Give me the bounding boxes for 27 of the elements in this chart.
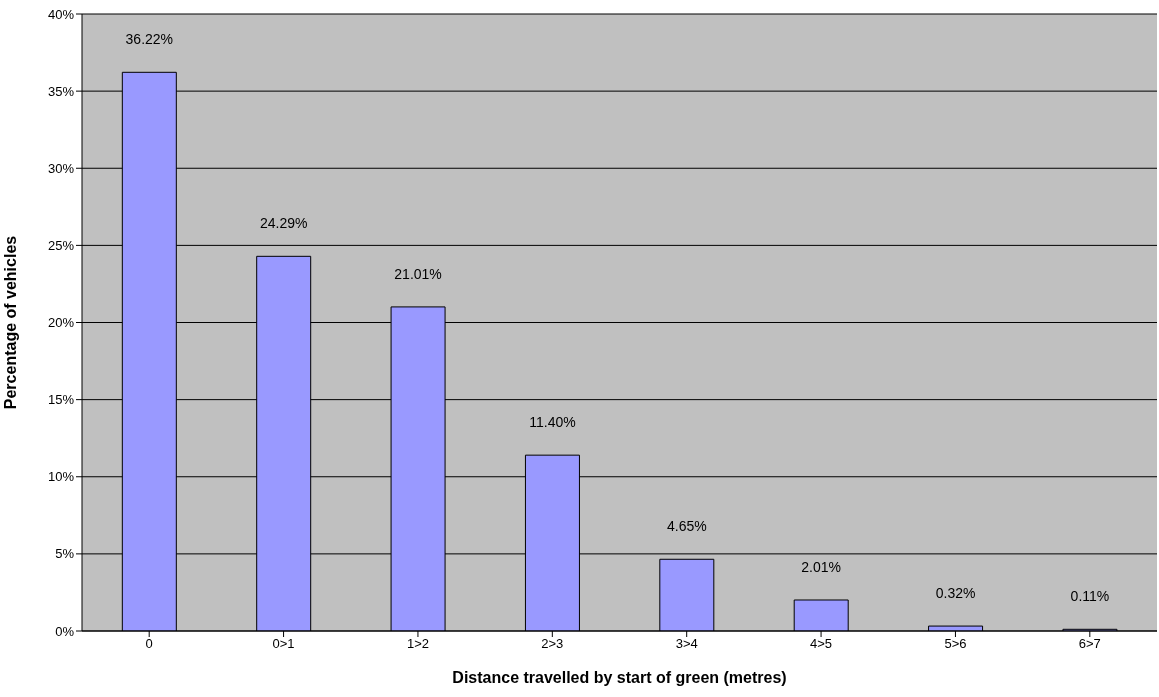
data-label: 4.65% xyxy=(666,518,707,535)
y-tick-label: 25% xyxy=(47,237,75,253)
data-label: 24.29% xyxy=(259,215,308,232)
x-tick-label: 4>5 xyxy=(810,636,833,652)
data-label: 0.11% xyxy=(1070,588,1110,605)
x-axis-title: Distance travelled by start of green (metres) xyxy=(452,669,787,686)
data-label: 0.32% xyxy=(935,585,976,602)
x-tick-label: 3>4 xyxy=(675,636,698,652)
x-tick-label: 2>3 xyxy=(541,636,564,652)
y-tick-label: 15% xyxy=(47,392,75,408)
data-label: 21.01% xyxy=(394,265,442,282)
data-label: 36.22% xyxy=(125,31,174,48)
x-tick-label: 0 xyxy=(145,636,153,652)
y-tick-label: 35% xyxy=(47,83,75,99)
y-axis-title: Percentage of vehicles xyxy=(1,235,19,410)
data-label: 2.01% xyxy=(801,559,842,575)
x-tick-label: 6>7 xyxy=(1078,636,1101,652)
y-tick-label: 20% xyxy=(47,315,75,331)
data-label: 11.40% xyxy=(529,414,576,431)
x-tick-label: 1>2 xyxy=(406,636,429,652)
y-tick-label: 40% xyxy=(47,6,75,22)
x-tick-label: 0>1 xyxy=(272,636,295,652)
x-tick-label: 5>6 xyxy=(944,636,967,652)
y-tick-label: 30% xyxy=(47,160,75,176)
y-tick-label: 5% xyxy=(55,546,75,562)
y-tick-label: 10% xyxy=(47,469,75,485)
y-tick-label: 0% xyxy=(55,623,75,639)
